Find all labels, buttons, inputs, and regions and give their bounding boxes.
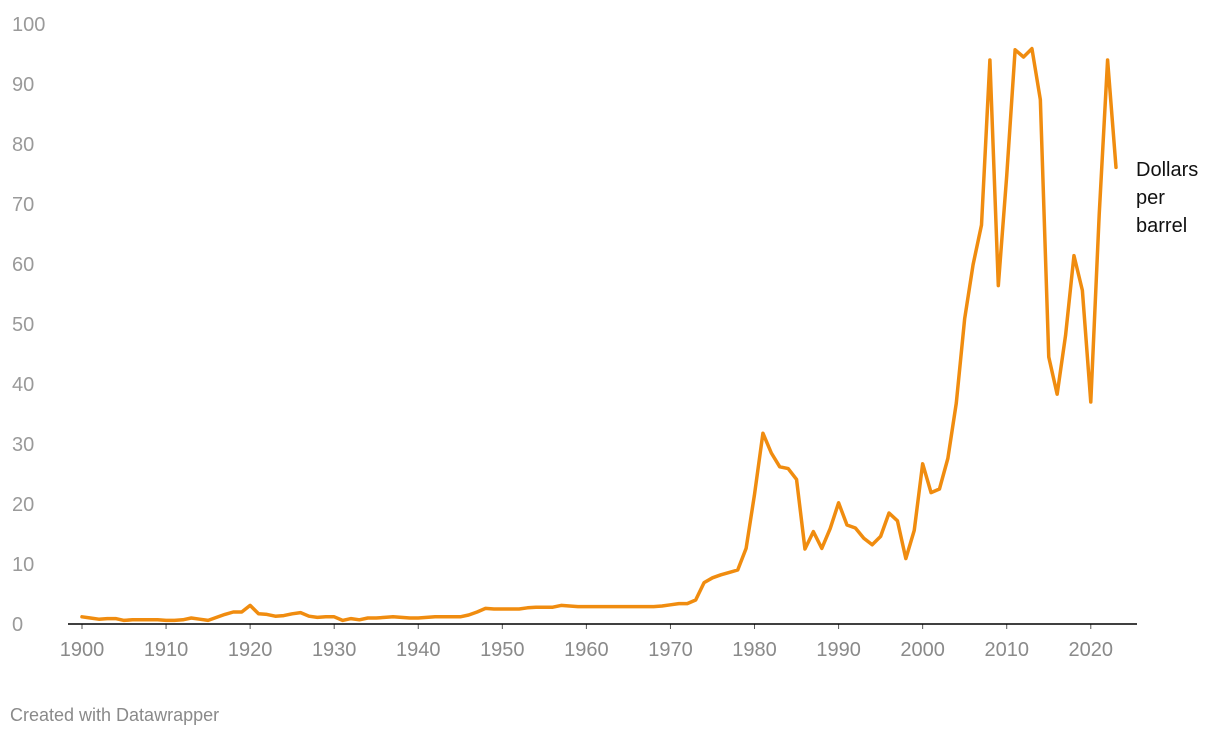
x-tick-label: 1950 (480, 639, 525, 661)
y-tick-label: 70 (12, 194, 34, 216)
y-tick-label: 100 (12, 14, 45, 36)
y-tick-label: 90 (12, 74, 34, 96)
series-label-line: per (1136, 187, 1165, 209)
series-label-line: Dollars (1136, 159, 1198, 181)
x-tick-label: 2010 (984, 639, 1029, 661)
series-line-dollars-per-barrel (80, 46, 1118, 623)
y-tick-label: 10 (12, 554, 34, 576)
x-tick-label: 1970 (648, 639, 693, 661)
y-tick-label: 40 (12, 374, 34, 396)
y-tick-label: 0 (12, 614, 23, 636)
x-tick-label: 1920 (228, 639, 273, 661)
x-tick-label: 2020 (1069, 639, 1114, 661)
series-label: Dollars per barrel (1136, 159, 1198, 237)
y-tick-label: 60 (12, 254, 34, 276)
y-tick-label: 50 (12, 314, 34, 336)
x-tick-label: 2000 (900, 639, 945, 661)
series-label-line: barrel (1136, 215, 1187, 237)
x-tick-label: 1990 (816, 639, 861, 661)
x-tick-label: 1910 (144, 639, 189, 661)
x-tick-label: 1900 (60, 639, 105, 661)
credit-text: Created with Datawrapper (10, 705, 220, 725)
y-axis: 0 10 20 30 40 50 60 70 80 90 100 (12, 14, 45, 636)
x-tick-label: 1960 (564, 639, 609, 661)
x-tick-label: 1980 (732, 639, 777, 661)
x-axis: 1900 1910 1920 1930 1940 1950 1960 1970 1980 1990… (60, 624, 1113, 661)
y-tick-label: 20 (12, 494, 34, 516)
y-tick-label: 30 (12, 434, 34, 456)
y-tick-label: 80 (12, 134, 34, 156)
x-tick-label: 1930 (312, 639, 357, 661)
x-tick-label: 1940 (396, 639, 441, 661)
